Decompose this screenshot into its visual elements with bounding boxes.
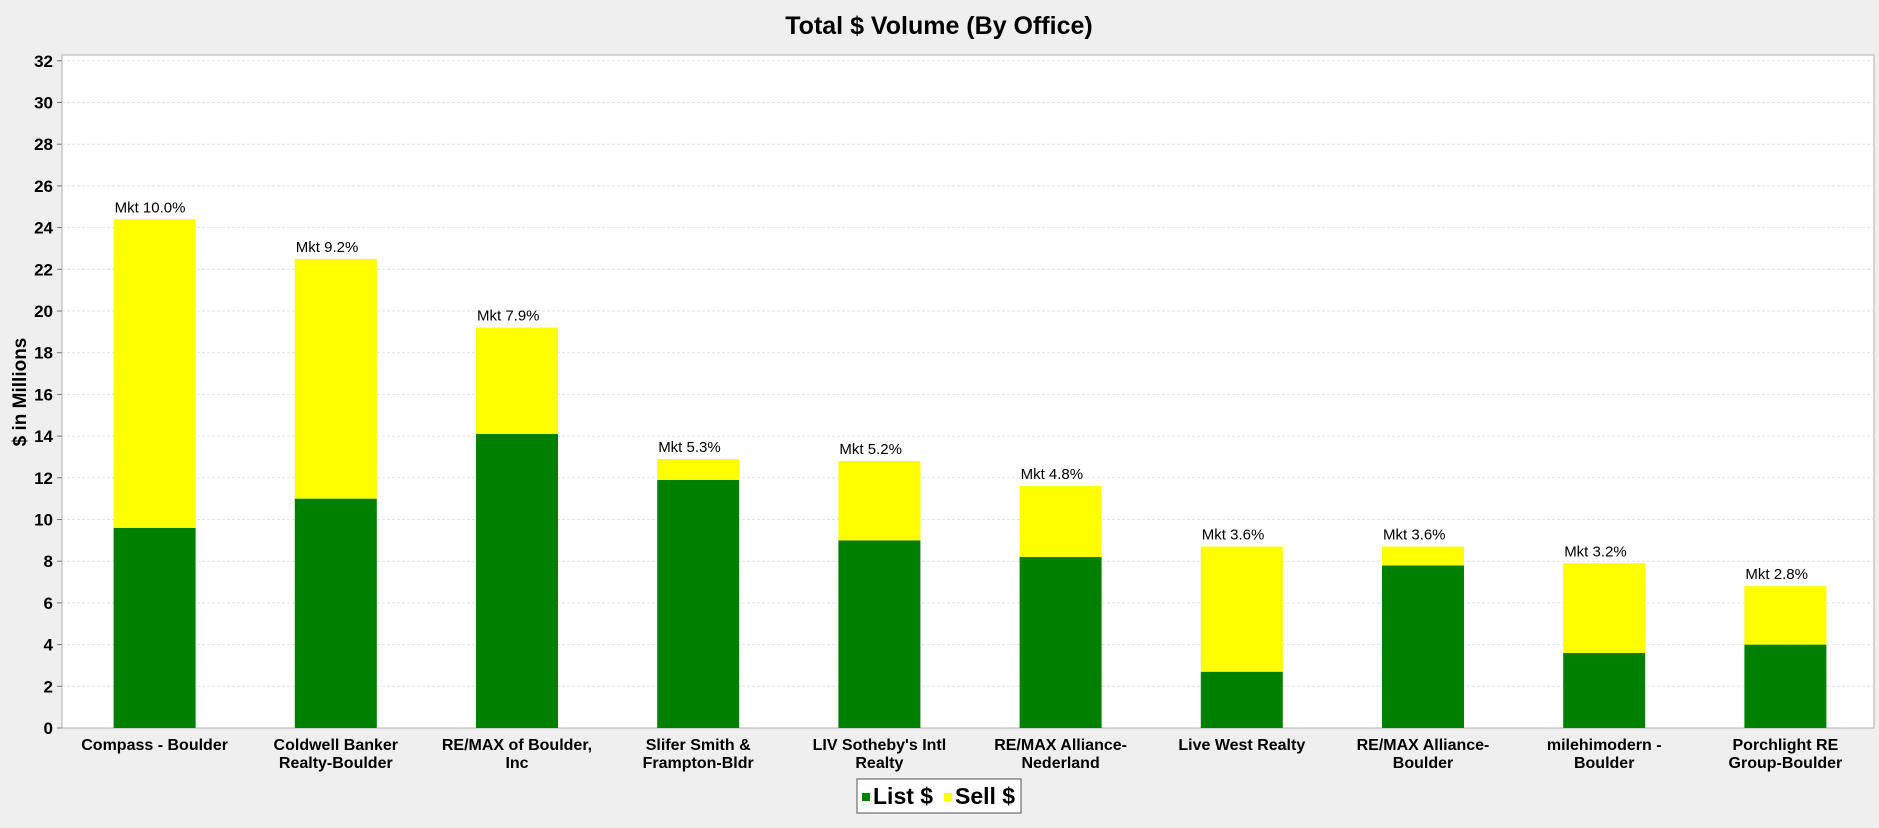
y-axis-label: $ in Millions xyxy=(10,338,31,447)
market-share-label: Mkt 2.8% xyxy=(1745,566,1808,583)
bar-sell-4[interactable] xyxy=(838,461,921,541)
x-axis: Compass - Boulder Coldwell BankerRealty-B… xyxy=(81,737,1842,772)
chart-title: Total $ Volume (By Office) xyxy=(785,12,1092,40)
bar-sell-2[interactable] xyxy=(476,327,558,435)
y-tick-label: 4 xyxy=(44,636,54,655)
x-category-label: Realty-Boulder xyxy=(279,755,393,772)
y-tick-label: 6 xyxy=(44,594,53,613)
bar-sell-7[interactable] xyxy=(1382,546,1464,566)
x-category-label: RE/MAX Alliance- xyxy=(1357,737,1490,754)
x-category-label: Realty xyxy=(855,755,903,772)
y-tick-label: 12 xyxy=(34,469,53,488)
bar-list-8[interactable] xyxy=(1563,652,1646,728)
market-share-label: Mkt 5.2% xyxy=(839,441,902,458)
legend[interactable]: List $ Sell $ xyxy=(856,778,1022,814)
y-tick-label: 32 xyxy=(34,52,53,71)
y-tick-label: 0 xyxy=(44,719,53,738)
bar-list-2[interactable] xyxy=(476,434,558,728)
market-share-label: Mkt 9.2% xyxy=(296,239,359,256)
market-share-label: Mkt 3.2% xyxy=(1564,543,1627,560)
bar-list-1[interactable] xyxy=(294,498,377,728)
y-tick-label: 26 xyxy=(34,177,53,196)
y-tick-label: 16 xyxy=(34,385,53,404)
bar-sell-6[interactable] xyxy=(1200,546,1283,672)
bar-sell-8[interactable] xyxy=(1563,563,1646,653)
y-tick-label: 14 xyxy=(34,427,53,446)
y-tick-label: 2 xyxy=(44,677,53,696)
x-category-label: Coldwell Banker xyxy=(274,737,398,754)
y-tick-label: 22 xyxy=(34,260,53,279)
market-share-label: Mkt 3.6% xyxy=(1202,527,1265,544)
market-share-label: Mkt 3.6% xyxy=(1383,527,1446,544)
legend-swatch-sell xyxy=(944,793,952,801)
bar-sell-5[interactable] xyxy=(1019,486,1102,558)
x-category-label: RE/MAX of Boulder, xyxy=(442,737,592,754)
x-category-label: LIV Sotheby's Intl xyxy=(813,737,947,754)
x-category-label: Compass - Boulder xyxy=(81,737,228,754)
market-share-label: Mkt 4.8% xyxy=(1021,466,1084,483)
x-category-label: Group-Boulder xyxy=(1729,755,1843,772)
bars: Mkt 10.0% Mkt 9.2% Mkt 7.9% Mkt 5.3% Mkt 5.2… xyxy=(113,199,1827,728)
x-category-label: milehimodern - xyxy=(1547,737,1662,754)
bar-sell-9[interactable] xyxy=(1744,586,1827,645)
market-share-label: Mkt 10.0% xyxy=(115,199,186,216)
market-share-label: Mkt 5.3% xyxy=(658,439,721,456)
legend-label-list[interactable]: List $ xyxy=(873,783,933,809)
y-tick-label: 10 xyxy=(34,511,53,530)
bar-list-4[interactable] xyxy=(838,540,921,728)
bar-list-7[interactable] xyxy=(1382,565,1464,728)
x-category-label: Nederland xyxy=(1021,755,1099,772)
x-category-label: Slifer Smith & xyxy=(646,737,751,754)
x-category-label: Frampton-Bldr xyxy=(643,755,754,772)
x-category-label: Boulder xyxy=(1393,755,1453,772)
x-category-label: Inc xyxy=(505,755,528,772)
legend-swatch-list xyxy=(862,793,870,801)
bar-sell-3[interactable] xyxy=(657,459,740,480)
legend-box xyxy=(856,778,1022,814)
bar-list-3[interactable] xyxy=(657,479,740,728)
y-tick-label: 20 xyxy=(34,302,53,321)
bar-list-9[interactable] xyxy=(1744,644,1827,728)
legend-label-sell[interactable]: Sell $ xyxy=(955,783,1015,809)
y-tick-label: 24 xyxy=(34,219,53,238)
bar-list-6[interactable] xyxy=(1200,671,1283,728)
y-tick-label: 28 xyxy=(34,135,53,154)
bar-list-0[interactable] xyxy=(113,527,196,728)
x-category-label: RE/MAX Alliance- xyxy=(994,737,1127,754)
x-category-label: Boulder xyxy=(1574,755,1634,772)
y-tick-label: 18 xyxy=(34,344,53,363)
bar-sell-1[interactable] xyxy=(294,258,377,499)
y-tick-label: 30 xyxy=(34,94,53,113)
bar-sell-0[interactable] xyxy=(113,219,196,528)
x-category-label: Live West Realty xyxy=(1178,737,1305,754)
bar-list-5[interactable] xyxy=(1019,557,1102,728)
market-share-label: Mkt 7.9% xyxy=(477,308,540,325)
y-tick-label: 8 xyxy=(44,552,53,571)
x-category-label: Porchlight RE xyxy=(1733,737,1839,754)
